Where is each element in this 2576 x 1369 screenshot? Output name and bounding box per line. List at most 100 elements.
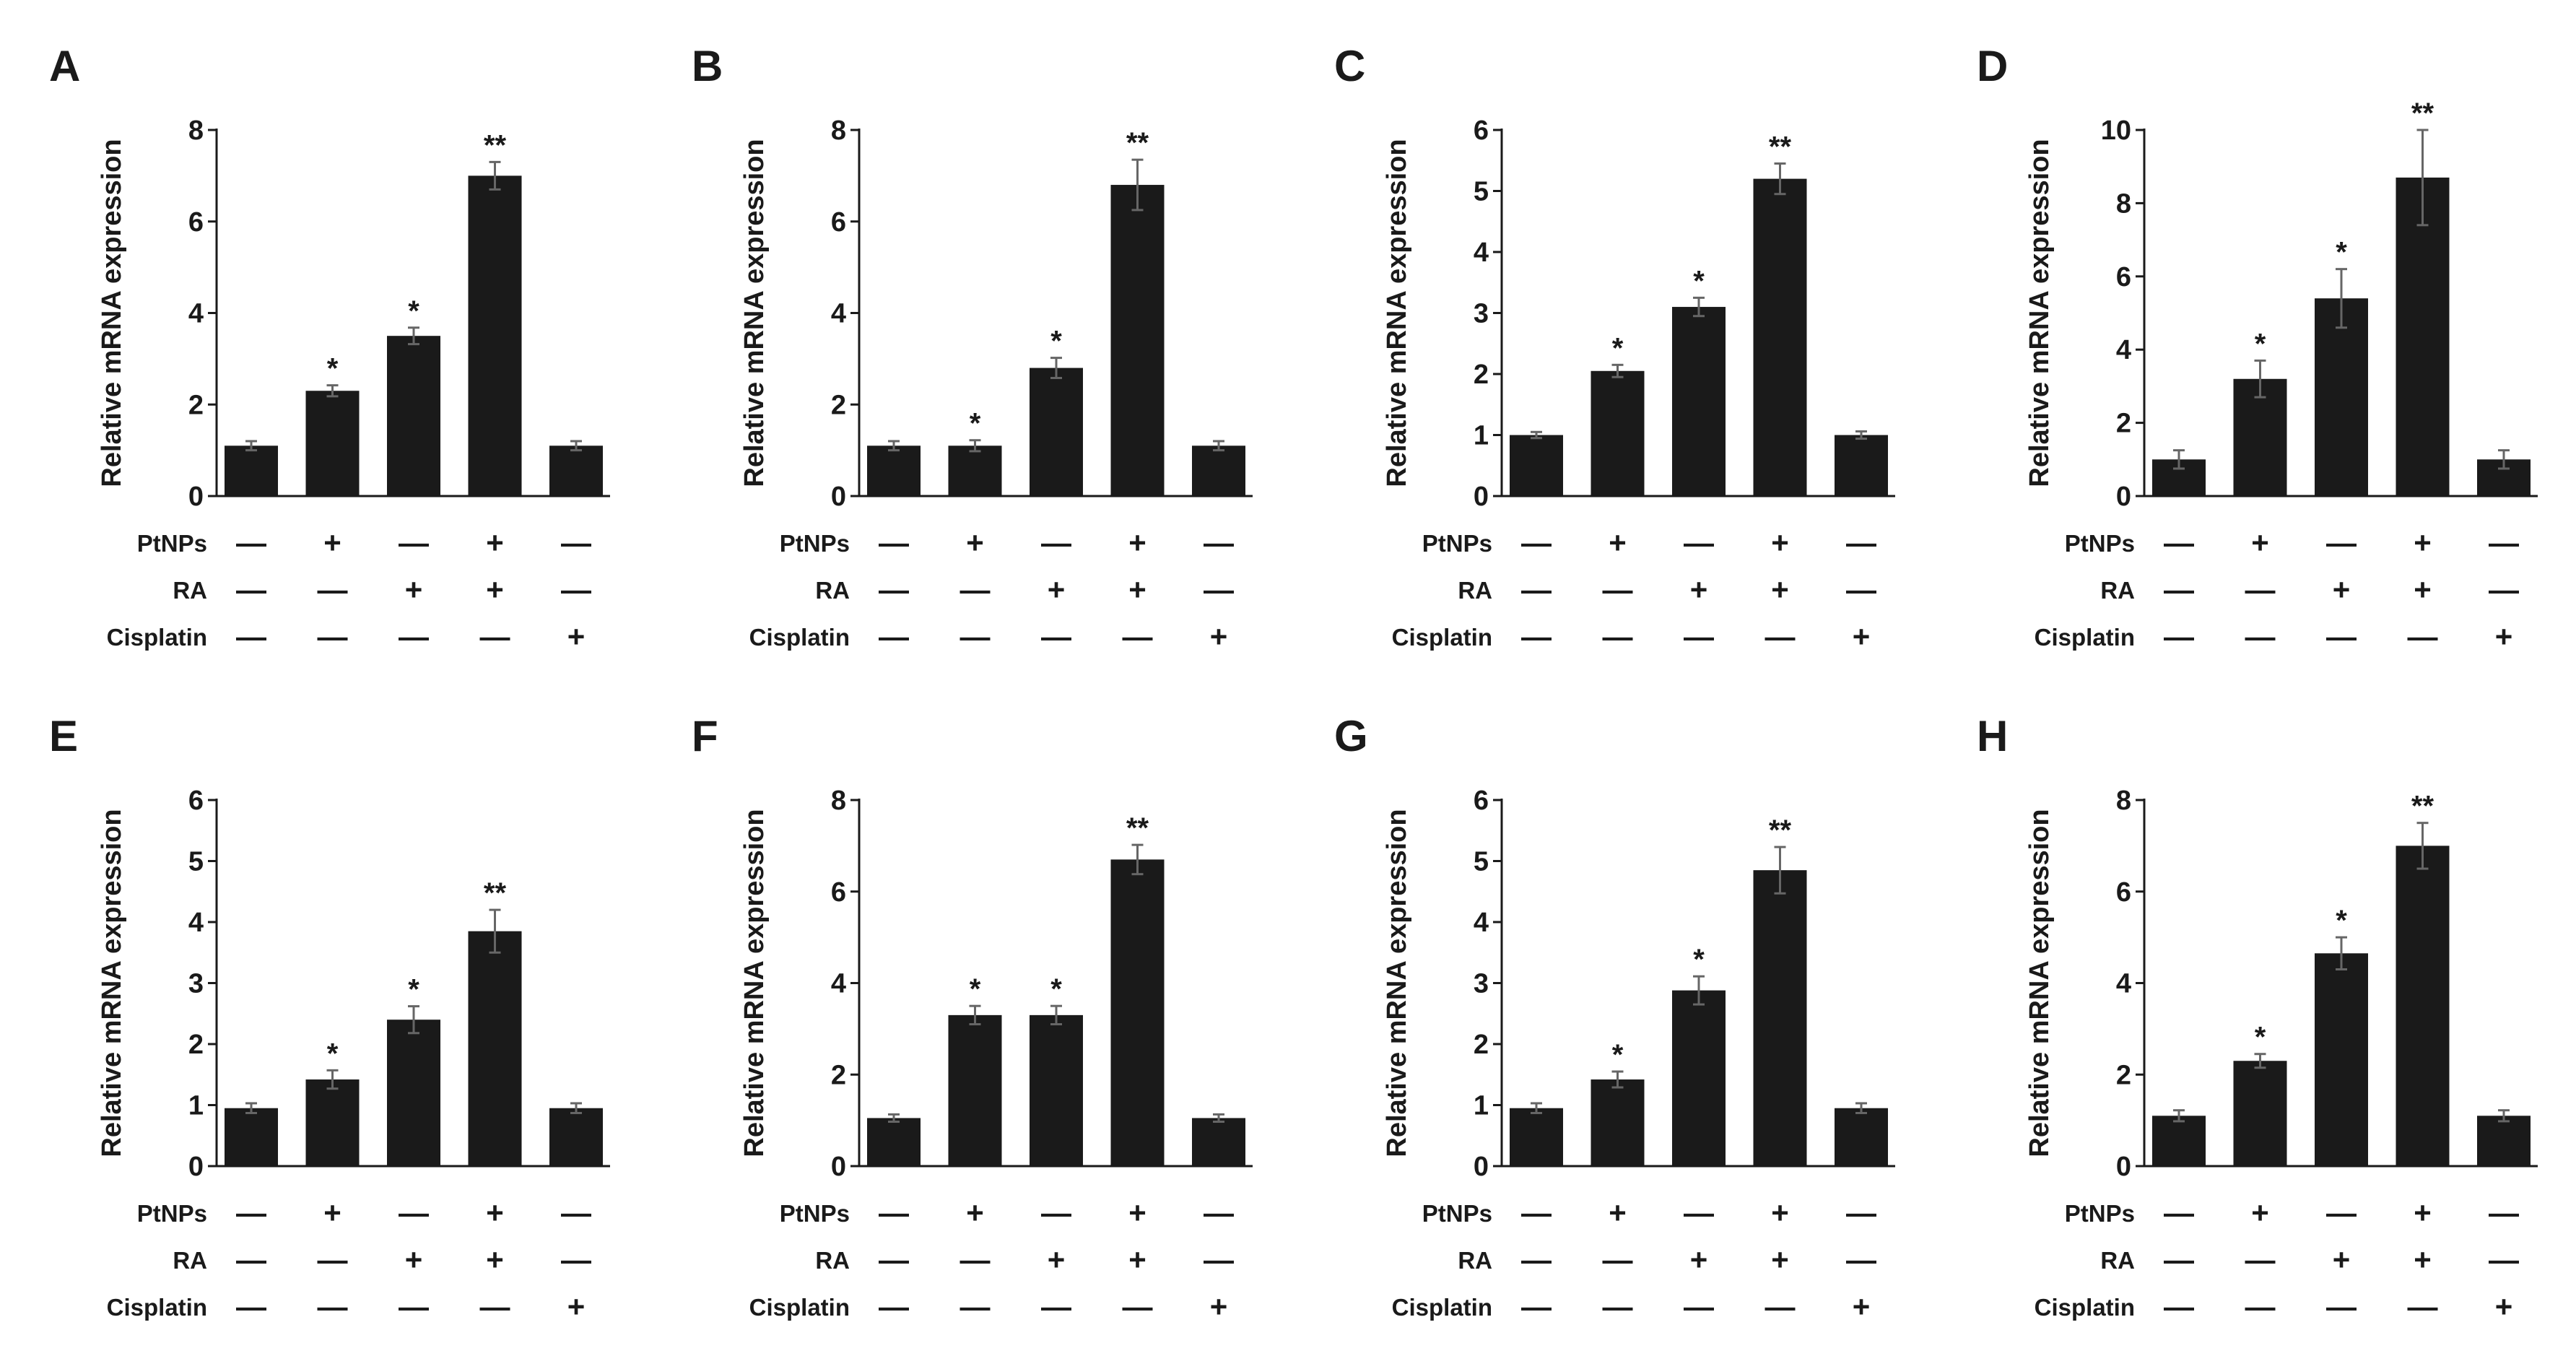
- plus-symbol: +: [1853, 1290, 1871, 1324]
- panel-letter: G: [1334, 712, 1368, 760]
- minus-symbol: —: [879, 1196, 909, 1230]
- minus-symbol: —: [2326, 1290, 2357, 1324]
- significance-marker: *: [327, 353, 339, 385]
- condition-row-label: Cisplatin: [1392, 1294, 1492, 1321]
- bar: [948, 1014, 1002, 1166]
- y-axis-label: Relative mRNA expression: [739, 809, 770, 1157]
- y-tick-label: 6: [1474, 786, 1489, 816]
- minus-symbol: —: [236, 573, 266, 607]
- significance-marker: *: [327, 1038, 339, 1069]
- significance-marker: *: [2336, 237, 2347, 269]
- y-axis-label: Relative mRNA expression: [739, 139, 770, 487]
- y-axis-label: Relative mRNA expression: [1382, 809, 1412, 1157]
- y-tick-label: 4: [188, 299, 204, 329]
- y-tick-label: 1: [1474, 1091, 1489, 1121]
- plus-symbol: +: [567, 1290, 586, 1324]
- minus-symbol: —: [2408, 1290, 2438, 1324]
- bar: [1030, 1014, 1083, 1166]
- condition-row-label: PtNPs: [1422, 530, 1492, 557]
- y-tick-label: 5: [1474, 847, 1489, 877]
- minus-symbol: —: [2326, 526, 2357, 560]
- y-tick-label: 5: [188, 847, 204, 877]
- condition-row-label: RA: [173, 1247, 207, 1274]
- y-tick-label: 2: [1474, 360, 1489, 390]
- panel-letter: C: [1334, 42, 1365, 90]
- plus-symbol: +: [486, 1243, 504, 1277]
- y-tick-label: 4: [2116, 335, 2131, 365]
- y-tick-label: 0: [1474, 482, 1489, 512]
- minus-symbol: —: [879, 620, 909, 653]
- bar: [1192, 1118, 1245, 1166]
- significance-marker: *: [2336, 905, 2347, 936]
- minus-symbol: —: [1846, 1196, 1876, 1230]
- y-tick-label: 4: [1474, 908, 1489, 938]
- bar: [468, 175, 522, 496]
- bar: [2233, 1061, 2287, 1166]
- y-tick-label: 4: [831, 969, 846, 999]
- minus-symbol: —: [2245, 573, 2276, 607]
- condition-row-label: PtNPs: [2065, 1200, 2135, 1227]
- minus-symbol: —: [960, 620, 991, 653]
- plus-symbol: +: [2414, 526, 2432, 560]
- bar: [1510, 435, 1563, 496]
- significance-marker: *: [1693, 265, 1705, 297]
- plus-symbol: +: [966, 1196, 984, 1230]
- condition-row-label: Cisplatin: [107, 1294, 207, 1321]
- y-tick-label: 6: [1474, 116, 1489, 146]
- minus-symbol: —: [480, 1290, 510, 1324]
- minus-symbol: —: [318, 620, 348, 653]
- plus-symbol: +: [1128, 573, 1146, 607]
- bar: [387, 336, 440, 496]
- minus-symbol: —: [1204, 526, 1234, 560]
- minus-symbol: —: [1041, 620, 1071, 653]
- y-tick-label: 2: [188, 1030, 204, 1060]
- plus-symbol: +: [2251, 1196, 2269, 1230]
- minus-symbol: —: [2164, 1290, 2194, 1324]
- y-tick-label: 4: [831, 299, 846, 329]
- condition-row-label: PtNPs: [780, 1200, 850, 1227]
- condition-row-label: Cisplatin: [2035, 624, 2135, 651]
- bar: [1110, 859, 1165, 1166]
- bar: [2396, 177, 2450, 496]
- minus-symbol: —: [1684, 526, 1714, 560]
- plus-symbol: +: [1128, 526, 1146, 560]
- minus-symbol: —: [879, 526, 909, 560]
- bar: [2477, 1116, 2531, 1166]
- minus-symbol: —: [1041, 1196, 1071, 1230]
- plus-symbol: +: [1771, 1196, 1789, 1230]
- bar: [305, 391, 360, 496]
- y-tick-label: 5: [1474, 177, 1489, 207]
- minus-symbol: —: [1521, 573, 1552, 607]
- plus-symbol: +: [486, 1196, 504, 1230]
- condition-row-label: RA: [815, 577, 850, 604]
- minus-symbol: —: [960, 1243, 991, 1277]
- y-tick-label: 4: [188, 908, 204, 938]
- condition-row-label: PtNPs: [137, 1200, 207, 1227]
- minus-symbol: —: [236, 620, 266, 653]
- plus-symbol: +: [2414, 1243, 2432, 1277]
- significance-marker: **: [484, 877, 507, 909]
- plus-symbol: +: [1771, 1243, 1789, 1277]
- plus-symbol: +: [2414, 1196, 2432, 1230]
- minus-symbol: —: [2489, 573, 2519, 607]
- y-tick-label: 3: [1474, 969, 1489, 999]
- minus-symbol: —: [1603, 1243, 1633, 1277]
- significance-marker: **: [2411, 97, 2434, 129]
- bar: [2315, 953, 2368, 1166]
- y-tick-label: 0: [831, 1152, 846, 1182]
- panel-letter: H: [1977, 712, 2008, 760]
- minus-symbol: —: [960, 573, 991, 607]
- minus-symbol: —: [1521, 620, 1552, 653]
- plus-symbol: +: [1853, 620, 1871, 653]
- minus-symbol: —: [1765, 620, 1796, 653]
- minus-symbol: —: [2408, 620, 2438, 653]
- minus-symbol: —: [1204, 573, 1234, 607]
- minus-symbol: —: [1603, 573, 1633, 607]
- plus-symbol: +: [2251, 526, 2269, 560]
